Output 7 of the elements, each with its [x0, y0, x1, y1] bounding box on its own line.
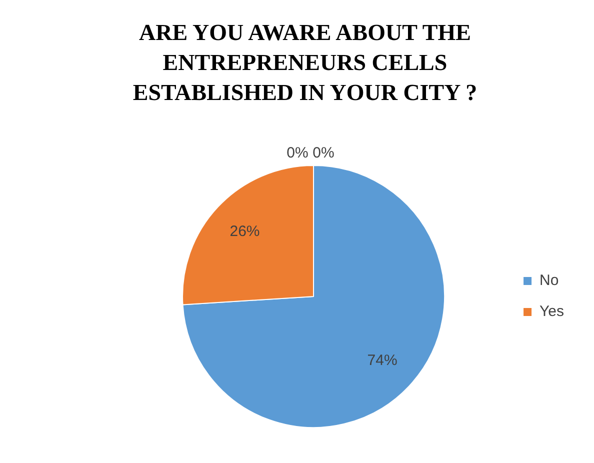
data-label: 74% — [367, 352, 398, 370]
legend-label: No — [540, 272, 559, 290]
chart-title: ARE YOU AWARE ABOUT THE ENTREPRENEURS CELLS ESTABLISHED IN YOUR CITY ? — [132, 19, 478, 107]
text: 0% — [312, 144, 334, 162]
data-label: 26% — [230, 223, 260, 240]
legend-label: Yes — [540, 303, 564, 320]
text: 0% — [286, 144, 308, 162]
